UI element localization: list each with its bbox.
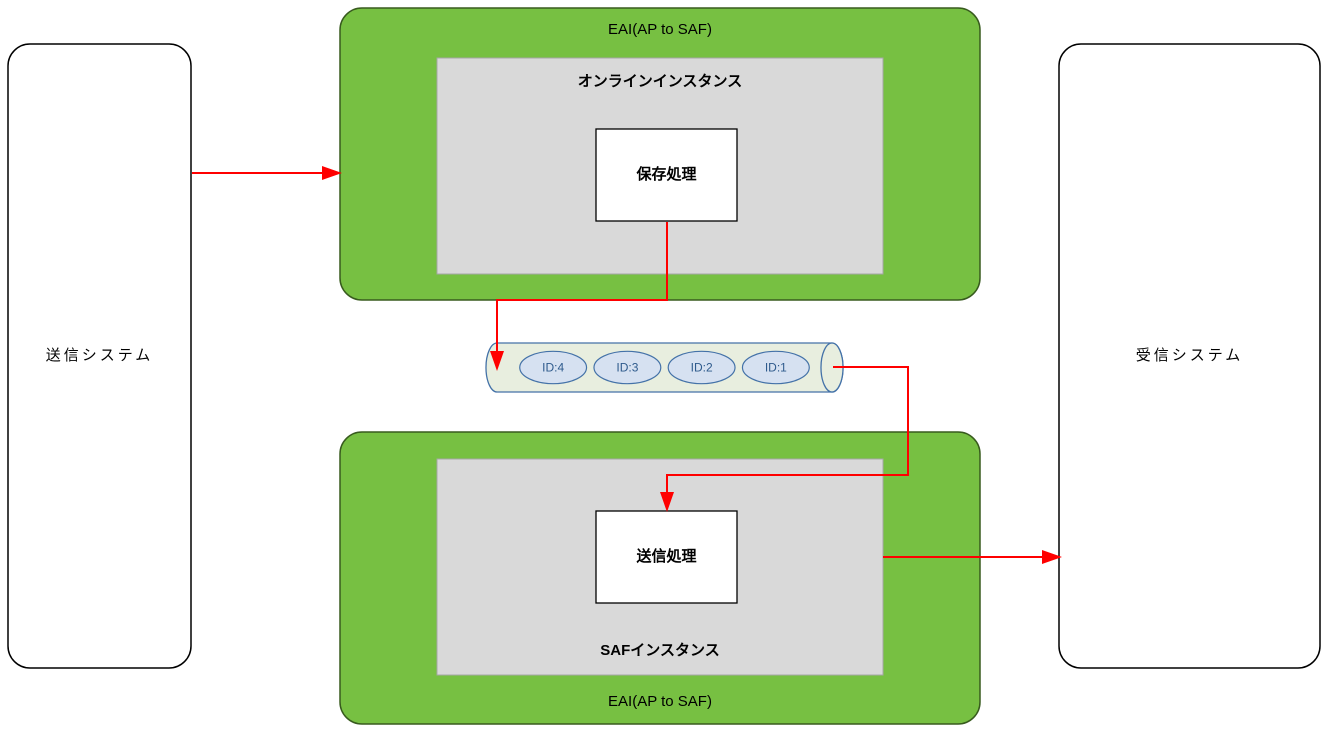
sender-system-label: 送信システム [46,347,154,364]
online-instance-label: オンラインインスタンス [578,73,742,90]
queue-item-label: ID:3 [616,361,638,375]
send-proc-label: 送信処理 [635,547,696,565]
eai-top-label: EAI(AP to SAF) [608,21,712,38]
saf-instance-label: SAFインスタンス [600,642,719,659]
receiver-system-label: 受信システム [1136,347,1244,364]
queue: ID:4 ID:3 ID:2 ID:1 [486,343,843,392]
eai-bottom-label: EAI(AP to SAF) [608,693,712,710]
queue-item-label: ID:4 [542,361,564,375]
queue-item-label: ID:1 [765,361,787,375]
save-proc-label: 保存処理 [635,165,696,183]
queue-item-label: ID:2 [691,361,713,375]
